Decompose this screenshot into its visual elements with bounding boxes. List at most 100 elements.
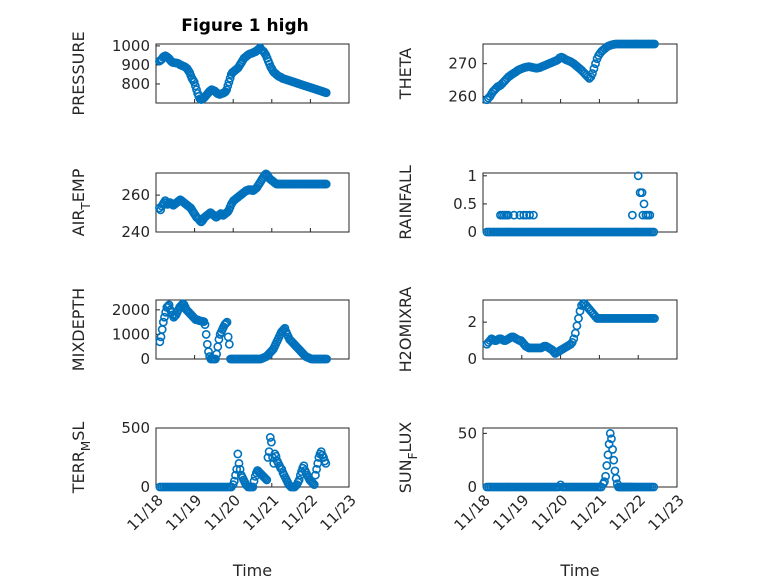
data-point bbox=[509, 210, 519, 220]
y-axis-label: AIRTEMP bbox=[69, 168, 93, 236]
data-point bbox=[164, 300, 174, 310]
data-point bbox=[221, 318, 231, 328]
figure-title: Figure 1 high bbox=[181, 16, 309, 36]
data-point bbox=[519, 210, 529, 220]
y-axis-label: SUNFLUX bbox=[396, 422, 420, 494]
y-tick-label: 0.5 bbox=[453, 195, 477, 213]
y-tick-label: 900 bbox=[121, 56, 150, 74]
x-axis-label: Time bbox=[559, 561, 599, 580]
data-point bbox=[265, 433, 275, 442]
y-axis-label-sub: T bbox=[79, 202, 93, 211]
y-axis-label-main: RAINFALL bbox=[396, 165, 415, 240]
data-point bbox=[262, 475, 272, 485]
y-axis-label-sub: F bbox=[406, 452, 420, 459]
x-tick-label: 11/19 bbox=[489, 491, 532, 534]
y-tick-label: 2 bbox=[467, 313, 477, 331]
data-point bbox=[234, 458, 244, 468]
y-tick-label: 260 bbox=[448, 87, 477, 105]
axes-box bbox=[482, 172, 678, 233]
subplot-sun_flux: 0 50 SUNFLUX 11/1811/1911/2011/2111/2211/23… bbox=[396, 422, 688, 580]
y-axis-label-rest: SL bbox=[69, 422, 88, 441]
data-point bbox=[639, 199, 649, 209]
data-point bbox=[309, 480, 319, 490]
data-point bbox=[267, 437, 276, 447]
data-point bbox=[214, 334, 224, 344]
y-axis-label-rest: EMP bbox=[69, 168, 88, 202]
y-tick-label: 270 bbox=[448, 55, 477, 73]
data-point bbox=[233, 449, 243, 459]
data-point bbox=[204, 347, 213, 357]
data-point bbox=[650, 314, 659, 323]
data-point bbox=[308, 479, 318, 488]
data-point bbox=[321, 88, 331, 98]
y-tick-label: 0 bbox=[140, 478, 150, 496]
y-axis-label: PRESSURE bbox=[69, 31, 88, 115]
x-tick-label: 11/18 bbox=[451, 491, 494, 534]
subplot-mixdepth: 0 1000 2000 MIXDEPTH bbox=[69, 288, 350, 371]
data-point bbox=[190, 81, 200, 91]
y-axis-label: TERRMSL bbox=[69, 422, 93, 495]
data-point bbox=[223, 81, 233, 91]
data-point bbox=[529, 210, 538, 220]
data-point bbox=[235, 464, 245, 474]
data-point bbox=[263, 453, 273, 462]
subplot-theta: 260 270 THETA bbox=[396, 39, 678, 105]
data-point bbox=[649, 482, 659, 492]
y-axis-label-main: TERR bbox=[69, 451, 88, 494]
data-point bbox=[627, 210, 637, 220]
x-tick-label: 11/19 bbox=[162, 491, 205, 534]
y-axis-label: H2OMIXRA bbox=[396, 287, 415, 373]
x-tick-label: 11/20 bbox=[528, 491, 571, 534]
data-point bbox=[249, 476, 259, 486]
data-point bbox=[294, 475, 304, 485]
data-point bbox=[261, 474, 271, 484]
data-point bbox=[229, 476, 239, 486]
y-axis-label-main: AIR bbox=[69, 210, 88, 237]
y-tick-label: 2000 bbox=[112, 301, 150, 319]
data-point bbox=[321, 179, 331, 189]
data-point bbox=[569, 334, 579, 344]
data-point bbox=[525, 210, 534, 220]
data-point bbox=[307, 477, 317, 487]
data-point bbox=[589, 64, 599, 73]
data-point bbox=[248, 482, 258, 492]
y-tick-label: 1 bbox=[467, 167, 477, 185]
data-point bbox=[321, 458, 331, 468]
data-point bbox=[633, 171, 643, 181]
y-tick-label: 240 bbox=[121, 223, 150, 241]
data-point bbox=[591, 59, 600, 69]
y-axis-label: THETA bbox=[396, 48, 415, 100]
data-point bbox=[645, 210, 655, 220]
data-point bbox=[200, 320, 210, 329]
data-point bbox=[603, 450, 613, 460]
y-tick-label: 50 bbox=[458, 424, 477, 442]
data-point bbox=[503, 210, 513, 220]
data-point bbox=[276, 463, 286, 473]
data-point bbox=[322, 354, 332, 364]
subplot-h2omixra: 0 2 H2OMIXRA bbox=[396, 287, 678, 373]
x-tick-label: 11/23 bbox=[645, 491, 688, 534]
y-tick-label: 0 bbox=[140, 350, 150, 368]
data-point bbox=[189, 77, 199, 87]
y-axis-label-main: MIXDEPTH bbox=[69, 288, 88, 371]
y-axis-label-main: PRESSURE bbox=[69, 31, 88, 115]
data-point bbox=[222, 317, 232, 327]
data-point bbox=[220, 320, 230, 329]
data-point bbox=[607, 434, 616, 444]
x-tick-label: 11/21 bbox=[567, 491, 610, 534]
y-tick-label: 0 bbox=[467, 350, 477, 368]
data-point bbox=[158, 317, 168, 327]
y-tick-label: 800 bbox=[121, 75, 150, 93]
data-point bbox=[602, 461, 612, 470]
y-tick-label: 1000 bbox=[112, 37, 150, 55]
data-point bbox=[224, 77, 234, 87]
data-point bbox=[600, 477, 609, 487]
x-tick-label: 11/22 bbox=[278, 491, 321, 534]
data-point bbox=[222, 85, 232, 95]
x-axis-label: Time bbox=[232, 561, 272, 580]
y-tick-label: 0 bbox=[467, 223, 477, 241]
data-point bbox=[224, 339, 234, 349]
data-point bbox=[609, 455, 619, 465]
